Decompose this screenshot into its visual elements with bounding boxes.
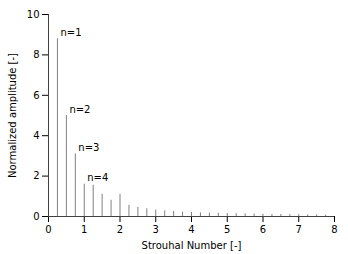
svg-text:4: 4 <box>33 130 39 141</box>
svg-text:0: 0 <box>45 224 51 235</box>
svg-text:1: 1 <box>81 224 87 235</box>
svg-text:7: 7 <box>296 224 302 235</box>
svg-text:n=1: n=1 <box>60 27 81 38</box>
svg-text:0: 0 <box>33 211 39 222</box>
svg-text:Strouhal Number [-]: Strouhal Number [-] <box>142 240 242 251</box>
svg-text:8: 8 <box>33 49 39 60</box>
svg-text:2: 2 <box>33 170 39 181</box>
svg-text:10: 10 <box>27 9 40 20</box>
svg-text:6: 6 <box>33 90 39 101</box>
svg-text:n=3: n=3 <box>78 142 99 153</box>
svg-text:4: 4 <box>188 224 194 235</box>
svg-text:n=2: n=2 <box>69 104 90 115</box>
svg-text:2: 2 <box>117 224 123 235</box>
svg-text:3: 3 <box>153 224 159 235</box>
svg-text:8: 8 <box>331 224 337 235</box>
svg-text:Normalized amplitude [-]: Normalized amplitude [-] <box>7 53 18 178</box>
svg-text:5: 5 <box>224 224 230 235</box>
svg-text:n=4: n=4 <box>87 172 108 183</box>
svg-text:6: 6 <box>260 224 266 235</box>
